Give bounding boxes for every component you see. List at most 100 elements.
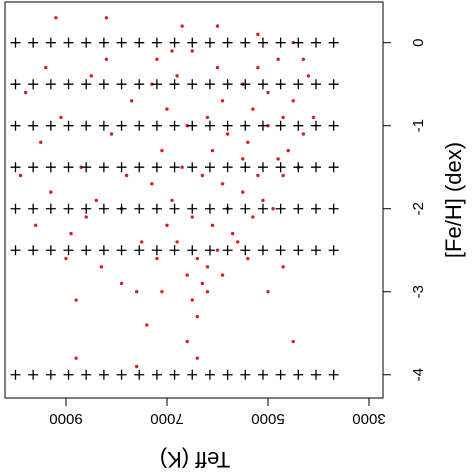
point <box>215 24 220 28</box>
grid-point <box>28 203 39 214</box>
grid-point <box>10 369 21 380</box>
grid-point <box>257 162 268 173</box>
grid-point <box>81 203 92 214</box>
grid-point <box>63 37 74 48</box>
point <box>246 140 250 145</box>
point <box>215 65 220 70</box>
point <box>135 364 139 369</box>
point <box>190 215 194 219</box>
grid-point <box>187 203 198 214</box>
point <box>135 290 139 294</box>
point <box>200 173 205 178</box>
grid-point <box>98 369 109 380</box>
grid-point <box>328 203 339 214</box>
point <box>301 132 306 136</box>
grid-point <box>257 79 268 90</box>
y-tick-label: -3 <box>410 285 427 298</box>
point <box>291 99 295 103</box>
grid-point <box>81 37 92 48</box>
grid-point <box>204 203 215 214</box>
grid-point <box>240 79 251 90</box>
point <box>205 265 210 269</box>
point <box>74 356 78 360</box>
point <box>220 273 225 277</box>
x-tick-label: 7000 <box>150 410 183 427</box>
point <box>195 356 200 360</box>
point <box>301 57 306 61</box>
grid-point <box>222 203 233 214</box>
grid-point <box>293 162 304 173</box>
grid-point <box>257 245 268 256</box>
point <box>271 207 275 211</box>
point <box>160 290 164 294</box>
point <box>220 99 225 103</box>
grid-point <box>169 203 180 214</box>
grid-point <box>45 37 56 48</box>
point <box>281 173 285 178</box>
point <box>256 65 260 70</box>
grid-point <box>81 79 92 90</box>
point <box>281 115 285 120</box>
point <box>225 132 230 136</box>
grid-point <box>204 245 215 256</box>
point <box>155 256 159 261</box>
grid-point <box>134 162 145 173</box>
point <box>34 223 38 228</box>
grid-point <box>328 162 339 173</box>
point <box>175 74 179 78</box>
grid-point <box>63 203 74 214</box>
point <box>145 323 149 327</box>
grid-point <box>10 162 21 173</box>
grid-point <box>10 37 21 48</box>
grid-point <box>63 369 74 380</box>
x-axis-title: Teff (K) <box>160 447 231 472</box>
grid-point <box>116 162 127 173</box>
point <box>220 182 225 186</box>
grid-point <box>257 37 268 48</box>
grid-point <box>10 203 21 214</box>
grid-point <box>222 162 233 173</box>
point <box>39 140 43 145</box>
plot-frame <box>4 1 384 399</box>
y-tick-label: -2 <box>410 202 427 215</box>
grid-point <box>275 369 286 380</box>
point <box>241 157 245 161</box>
point <box>185 123 189 128</box>
point <box>18 173 23 178</box>
grid-point <box>310 203 321 214</box>
grid-point <box>134 120 145 131</box>
grid-point <box>81 162 92 173</box>
point <box>109 132 114 136</box>
grid-point <box>116 79 127 90</box>
grid-point <box>187 369 198 380</box>
grid-point <box>116 120 127 131</box>
grid-point <box>275 203 286 214</box>
point <box>119 281 124 286</box>
point <box>215 248 220 252</box>
grid-point <box>63 245 74 256</box>
grid-point <box>187 162 198 173</box>
grid-point <box>257 120 268 131</box>
grid-point <box>81 120 92 131</box>
grid-point <box>134 37 145 48</box>
grid-point <box>134 245 145 256</box>
grid-point <box>134 369 145 380</box>
grid-point <box>204 120 215 131</box>
grid-point <box>28 37 39 48</box>
point <box>200 281 205 286</box>
grid-point <box>81 245 92 256</box>
grid-point <box>169 37 180 48</box>
grid-point <box>293 37 304 48</box>
grid-point <box>151 369 162 380</box>
grid-point <box>98 120 109 131</box>
point <box>23 90 28 95</box>
point <box>256 173 260 178</box>
point <box>246 256 250 261</box>
point <box>241 190 245 194</box>
x-tick-label: 5000 <box>251 410 284 427</box>
point <box>175 240 179 244</box>
grid-point <box>116 203 127 214</box>
point <box>44 65 48 70</box>
point <box>180 24 184 28</box>
